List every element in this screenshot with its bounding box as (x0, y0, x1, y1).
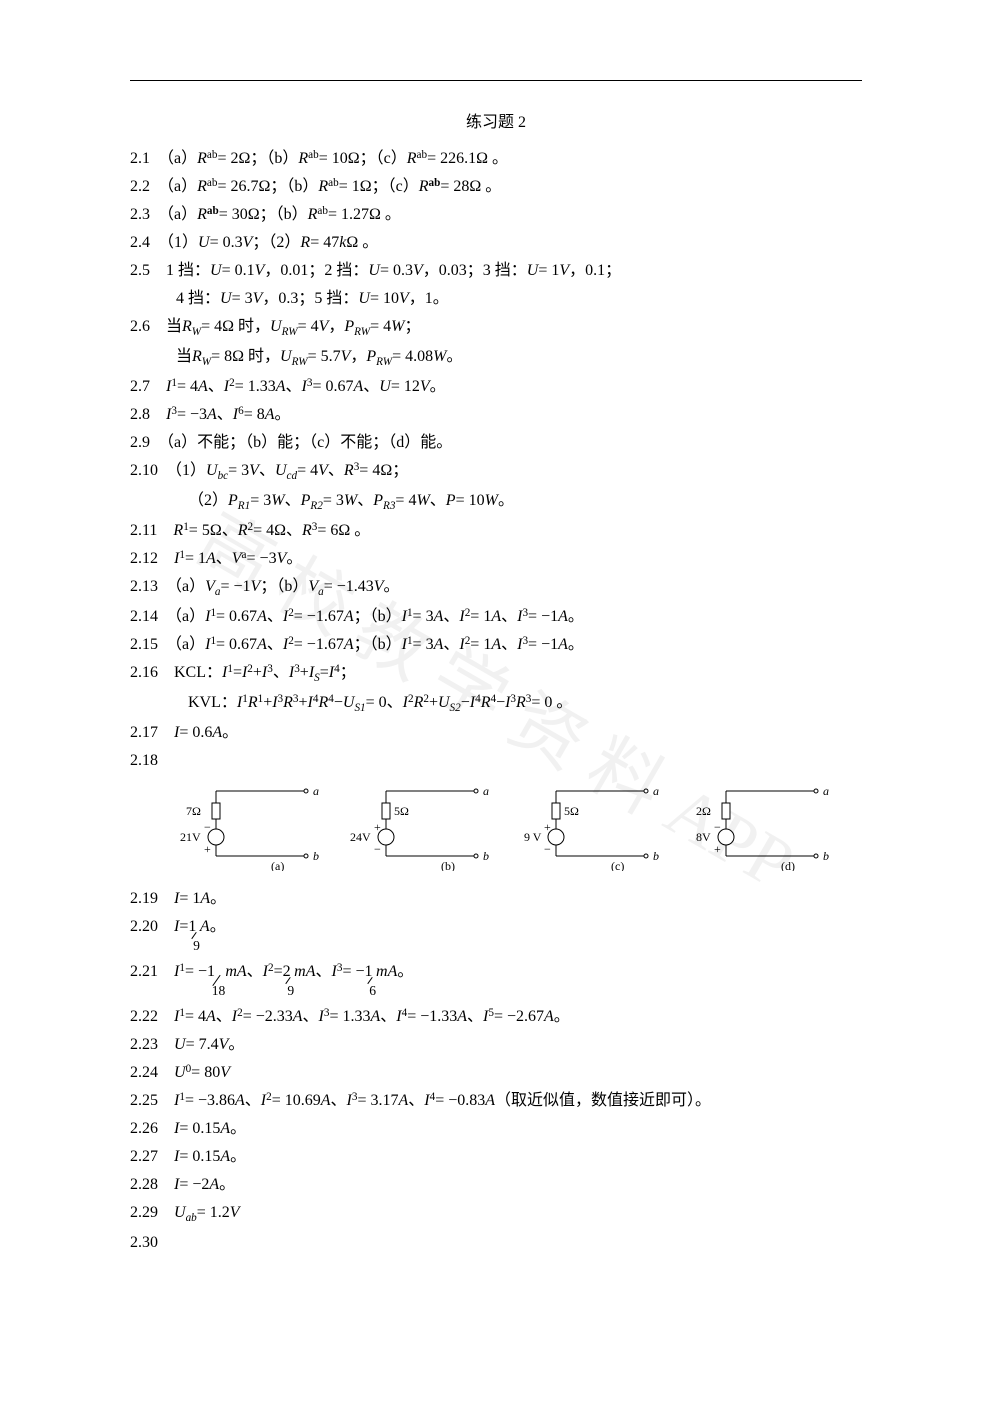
svg-text:−: − (544, 842, 551, 856)
line-2-3: 2.3 （a）Rab = 30Ω；（b）Rab = 1.27Ω 。 (130, 203, 862, 227)
line-2-10a: 2.10 （1）Ubc = 3V、Ucd = 4V、R3 = 4Ω； (130, 459, 862, 485)
line-2-23: 2.23 U = 7.4V 。 (130, 1033, 862, 1057)
line-2-4: 2.4 （1）U = 0.3V；（2）R = 47kΩ 。 (130, 231, 862, 255)
line-2-6a: 2.6 当 RW = 4Ω 时，URW = 4V，PRW = 4W； (130, 315, 862, 341)
line-2-16b: KVL：I1R1 + I3R3 + I4R4 − US1 = 0、I2R2 + … (188, 691, 862, 717)
svg-text:7Ω: 7Ω (186, 804, 201, 818)
line-2-17: 2.17 I = 0.6A 。 (130, 721, 862, 745)
svg-text:8V: 8V (696, 830, 711, 844)
line-2-7: 2.7 I1 = 4A、I2 = 1.33A、I3 = 0.67A、U = 12… (130, 375, 862, 399)
line-2-25: 2.25 I1 = −3.86A、I2 = 10.69A、I3 = 3.17A、… (130, 1089, 862, 1113)
svg-text:−: − (374, 842, 381, 856)
line-2-16a: 2.16 KCL：I1 = I2 + I3、I3 + IS = I4； (130, 661, 862, 687)
line-2-10b: （2）PR1 = 3W、PR2 = 3W、PR3 = 4W、P = 10W 。 (188, 489, 862, 515)
diagram-c: a 5Ω + 9 V − b (c) (516, 781, 666, 879)
diagram-d: a 2Ω − 8V + b (d) (686, 781, 836, 879)
svg-text:a: a (483, 784, 489, 798)
svg-text:b: b (653, 849, 659, 863)
line-2-30: 2.30 (130, 1231, 862, 1255)
diagram-a: a 7Ω − 21V + b (a) (176, 781, 326, 879)
svg-text:24V: 24V (350, 830, 371, 844)
svg-text:5Ω: 5Ω (394, 804, 409, 818)
svg-text:(b): (b) (441, 859, 455, 871)
line-2-26: 2.26 I = 0.15A 。 (130, 1117, 862, 1141)
svg-text:9 V: 9 V (524, 830, 542, 844)
top-rule (130, 80, 862, 81)
svg-text:21V: 21V (180, 830, 201, 844)
line-2-13: 2.13 （a）Va = −1V；（b）Va = −1.43V 。 (130, 575, 862, 601)
line-2-6b: 当 RW = 8Ω 时，URW = 5.7V，PRW = 4.08W 。 (176, 345, 862, 371)
svg-text:b: b (823, 849, 829, 863)
svg-text:a: a (313, 784, 319, 798)
line-2-8: 2.8 I3 = −3A、I6 = 8A 。 (130, 403, 862, 427)
svg-text:(a): (a) (271, 859, 284, 871)
svg-text:+: + (204, 842, 211, 856)
svg-text:(d): (d) (781, 859, 795, 871)
svg-text:(c): (c) (611, 859, 624, 871)
line-2-21: 2.21 I1 = − 118 mA、I2 = 29 mA、I3 = − 16 … (130, 960, 862, 1001)
line-2-5b: 4 挡：U = 3V，0.3；5 挡：U = 10V，1。 (176, 287, 862, 311)
line-2-15: 2.15 （a）I1 = 0.67A、I2 = −1.67A；（b）I1 = 3… (130, 633, 862, 657)
line-2-1: 2.1 （a）Rab = 2Ω；（b）Rab = 10Ω；（c）Rab = 22… (130, 147, 862, 171)
line-2-12: 2.12 I1 = 1A、Va = −3V 。 (130, 547, 862, 571)
line-2-20: 2.20 I = 19 A 。 (130, 915, 862, 956)
line-2-24: 2.24 U0 = 80V (130, 1061, 862, 1085)
line-2-11: 2.11 R1 = 5Ω、R2 = 4Ω、R3 = 6Ω 。 (130, 519, 862, 543)
svg-text:a: a (653, 784, 659, 798)
line-2-29: 2.29 Uab = 1.2V (130, 1201, 862, 1227)
svg-text:+: + (714, 842, 721, 856)
line-2-28: 2.28 I = −2A 。 (130, 1173, 862, 1197)
line-2-5a: 2.5 1 挡：U = 0.1V，0.01；2 挡：U = 0.3V，0.03；… (130, 259, 862, 283)
line-2-9: 2.9 （a）不能；（b）能；（c）不能；（d）能。 (130, 431, 862, 455)
line-2-22: 2.22 I1 = 4A、I2 = −2.33A、I3 = 1.33A、I4 =… (130, 1005, 862, 1029)
page-content: 练习题 2 2.1 （a）Rab = 2Ω；（b）Rab = 10Ω；（c）Ra… (130, 80, 862, 1255)
line-2-18: 2.18 (130, 749, 862, 773)
svg-text:a: a (823, 784, 829, 798)
line-2-2: 2.2 （a）Rab = 26.7Ω；（b）Rab = 1Ω；（c）Rab = … (130, 175, 862, 199)
circuit-diagrams: a 7Ω − 21V + b (a) a (176, 781, 862, 879)
diagram-b: a 5Ω + 24V − b (b) (346, 781, 496, 879)
line-2-19: 2.19 I = 1A 。 (130, 887, 862, 911)
line-2-27: 2.27 I = 0.15A 。 (130, 1145, 862, 1169)
svg-text:5Ω: 5Ω (564, 804, 579, 818)
svg-text:b: b (313, 849, 319, 863)
svg-text:b: b (483, 849, 489, 863)
page-title: 练习题 2 (130, 111, 862, 135)
svg-text:2Ω: 2Ω (696, 804, 711, 818)
line-2-14: 2.14 （a）I1 = 0.67A、I2 = −1.67A；（b）I1 = 3… (130, 605, 862, 629)
